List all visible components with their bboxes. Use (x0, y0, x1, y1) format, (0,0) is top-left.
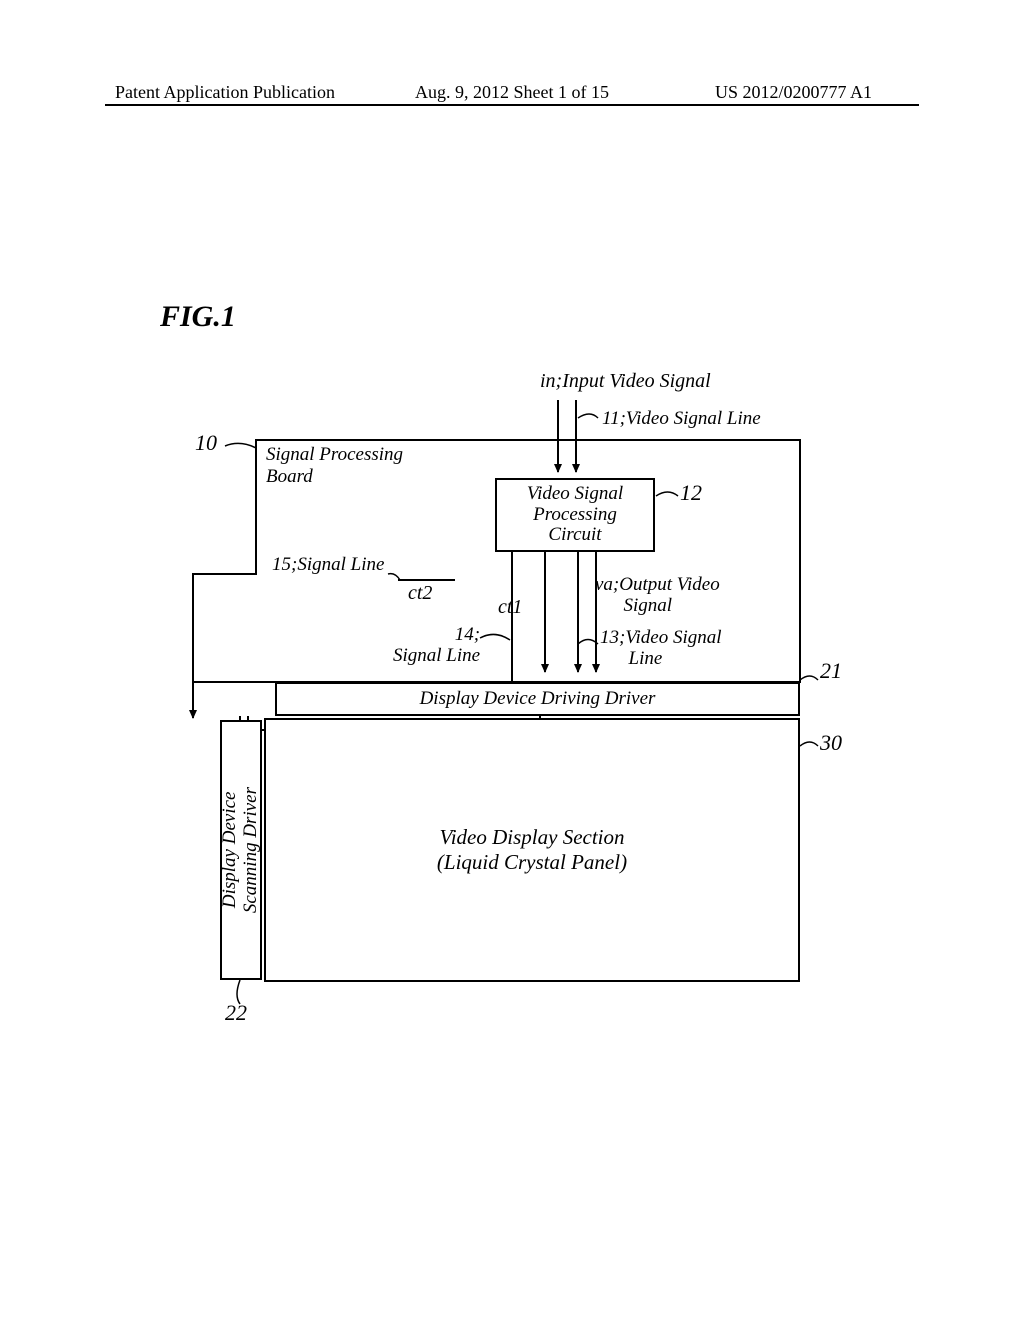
ref-21: 21 (820, 658, 842, 684)
diagram-lines (0, 0, 1024, 1320)
label-line13: 13;Video Signal Line (600, 628, 722, 670)
label-input-signal: in;Input Video Signal (540, 370, 711, 393)
ref-22: 22 (225, 1000, 247, 1026)
label-ct2: ct2 (408, 582, 432, 605)
box-display-device-driving-driver: Display Device Driving Driver (275, 682, 800, 716)
box-video-display-section: Video Display Section (Liquid Crystal Pa… (264, 718, 800, 982)
label-line14: 14; Signal Line (393, 625, 480, 667)
box-display-device-scanning-driver: Display Device Scanning Driver (220, 720, 262, 980)
label-signal-processing-board: Signal Processing Board (266, 444, 403, 488)
ref-10: 10 (195, 430, 217, 456)
label-line11: 11;Video Signal Line (602, 408, 761, 430)
ref-12: 12 (680, 480, 702, 506)
scanning-driver-text: Display Device Scanning Driver (220, 787, 262, 913)
label-va: va;Output Video Signal (595, 575, 720, 617)
box-video-signal-processing-circuit: Video Signal Processing Circuit (495, 478, 655, 552)
label-ct1: ct1 (498, 596, 522, 619)
label-line15: 15;Signal Line (272, 554, 384, 576)
ref-30: 30 (820, 730, 842, 756)
diagram-fig1: in;Input Video Signal 11;Video Signal Li… (0, 0, 1024, 1320)
